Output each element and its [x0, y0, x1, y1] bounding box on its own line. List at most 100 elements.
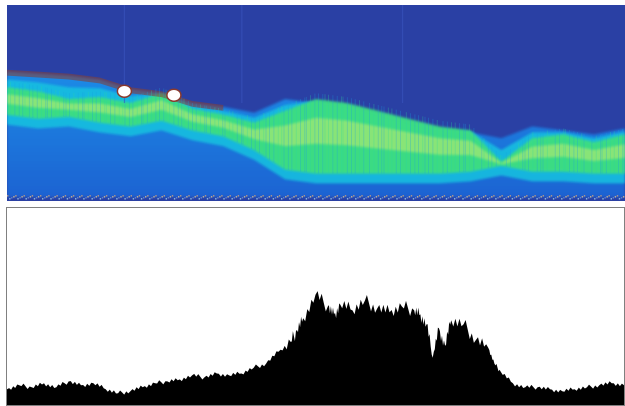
- spectrogram-noise-dot: [439, 197, 441, 199]
- spectrogram-noise-dot: [87, 196, 89, 198]
- spectrogram-noise-dot: [427, 195, 429, 197]
- spectrogram-noise-dot: [618, 198, 621, 200]
- spectrogram-noise-dot: [147, 195, 149, 197]
- spectrogram-noise-dot: [499, 196, 501, 198]
- spectrogram-noise-dot: [210, 196, 213, 198]
- spectrogram-noise-dot: [371, 198, 373, 200]
- spectrogram-noise-dot: [180, 195, 182, 197]
- spectrogram-noise-dot: [340, 197, 343, 199]
- spectrogram-noise-dot: [75, 198, 77, 200]
- spectrogram-noise-dot: [262, 195, 264, 197]
- spectrogram-noise-dot: [489, 197, 491, 199]
- spectrogram-noise-dot: [231, 198, 233, 200]
- spectrogram-noise-dot: [511, 198, 514, 200]
- spectrogram-noise-dot: [128, 196, 130, 198]
- spectrogram-noise-dot: [548, 196, 551, 198]
- spectrogram-noise-dot: [233, 197, 235, 199]
- spectrogram-noise-dot: [612, 197, 614, 199]
- spectrogram-noise-dot: [585, 198, 588, 200]
- spectrogram-noise-dot: [400, 196, 402, 198]
- spectrogram-noise-dot: [480, 197, 483, 199]
- spectrogram-noise-dot: [11, 197, 13, 199]
- spectrogram-noise-dot: [425, 196, 427, 198]
- spectrogram-noise-dot: [297, 198, 299, 200]
- spectrogram-noise-dot: [507, 196, 509, 198]
- spectrogram-noise-dot: [7, 195, 9, 197]
- spectrogram-noise-dot: [287, 195, 289, 197]
- spectrogram-noise-dot: [190, 198, 192, 200]
- spectrogram-noise-dot: [140, 198, 143, 200]
- spectrogram-noise-dot: [161, 196, 163, 198]
- spectrogram-noise-dot: [610, 198, 612, 200]
- spectrogram-noise-dot: [435, 195, 437, 197]
- spectrogram-noise-dot: [540, 196, 542, 198]
- spectrogram-noise-dot: [60, 197, 62, 199]
- spectrogram-noise-dot: [600, 195, 602, 197]
- spectrogram-noise-dot: [454, 198, 456, 200]
- spectrogram-noise-dot: [476, 195, 479, 197]
- spectrogram-noise-dot: [390, 197, 392, 199]
- spectrogram-noise-dot: [107, 198, 110, 200]
- spectrogram-noise-dot: [241, 197, 244, 199]
- spectrogram-noise-dot: [598, 196, 600, 198]
- spectrogram-noise-dot: [398, 197, 400, 199]
- spectrogram-layers: [7, 5, 625, 200]
- spectrogram-yellow-band: [7, 94, 625, 165]
- spectrogram-noise-dot: [56, 195, 58, 197]
- spectrogram-noise-dot: [355, 198, 357, 200]
- spectrogram-noise-dot: [363, 198, 365, 200]
- spectrogram-noise-dot: [68, 197, 71, 199]
- spectrogram-noise-dot: [460, 195, 462, 197]
- spectrogram-noise-dot: [344, 195, 347, 197]
- spectrogram-noise-dot: [433, 196, 435, 198]
- spectrogram-noise-dot: [336, 195, 338, 197]
- spectrogram-noise-dot: [295, 195, 297, 197]
- spectrogram-noise-dot: [594, 198, 596, 200]
- spectrogram-noise-dot: [620, 197, 623, 199]
- spectrogram-noise-dot: [165, 198, 167, 200]
- spectrogram-noise-dot: [386, 195, 388, 197]
- spectrogram-noise-dot: [215, 198, 217, 200]
- spectrogram-noise-dot: [538, 197, 540, 199]
- spectrogram-noise-dot: [404, 198, 406, 200]
- spectrogram-noise-dot: [408, 196, 411, 198]
- spectrogram-noise-dot: [159, 197, 161, 199]
- spectrogram-noise-dot: [254, 195, 256, 197]
- spectrogram-noise-dot: [606, 196, 608, 198]
- spectrogram-noise-dot: [559, 195, 561, 197]
- profile-area: [7, 291, 624, 405]
- spectrogram-noise-dot: [474, 196, 476, 198]
- spectrogram-noise-dot: [534, 195, 536, 197]
- spectrogram-noise-dot: [194, 196, 196, 198]
- spectrogram-noise-dot: [550, 195, 553, 197]
- spectrogram-noise-dot: [221, 195, 223, 197]
- spectrogram-noise-dot: [301, 196, 303, 198]
- spectrogram-noise-dot: [342, 196, 345, 198]
- spectrogram-noise-dot: [54, 196, 56, 198]
- spectrogram-noise-dot: [70, 196, 73, 198]
- spectrogram-noise-dot: [367, 196, 369, 198]
- spectrogram-noise-dot: [72, 195, 75, 197]
- spectrogram-noise-dot: [186, 196, 188, 198]
- spectrogram-noise-dot: [334, 196, 336, 198]
- spectrogram-noise-dot: [93, 197, 95, 199]
- spectrogram-noise-dot: [464, 197, 466, 199]
- spectrogram-noise-dot: [365, 197, 367, 199]
- spectrogram-noise-dot: [569, 198, 571, 200]
- spectrogram-noise-dot: [587, 197, 590, 199]
- spectrogram-noise-dot: [252, 196, 254, 198]
- spectrogram-noise-dot: [132, 198, 135, 200]
- spectrogram-noise-dot: [402, 195, 404, 197]
- spectrogram-noise-dot: [532, 196, 534, 198]
- spectrogram-noise-dot: [351, 196, 353, 198]
- spectrogram-noise-dot: [217, 197, 219, 199]
- spectrogram-noise-dot: [320, 195, 322, 197]
- spectrogram-noise-dot: [62, 196, 64, 198]
- spectrogram-noise-dot: [592, 195, 594, 197]
- spectrogram-noise-dot: [575, 195, 577, 197]
- spectrogram-noise-dot: [431, 197, 433, 199]
- spectrogram-noise-dot: [526, 195, 528, 197]
- spectrogram-noise-dot: [423, 197, 425, 199]
- spectrogram-noise-dot: [171, 195, 174, 197]
- spectrogram-noise-dot: [206, 198, 209, 200]
